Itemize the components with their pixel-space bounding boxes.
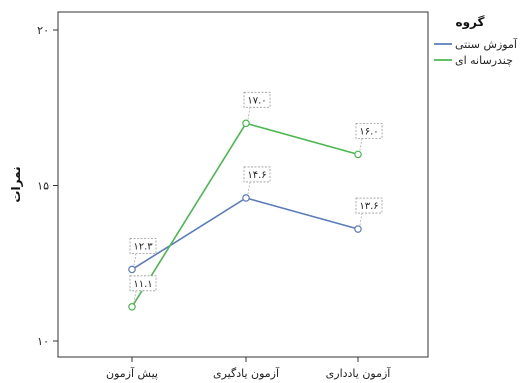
chart-series bbox=[128, 119, 362, 311]
x-tick-label: آزمون یادداری bbox=[326, 366, 392, 380]
data-label-box bbox=[355, 123, 383, 139]
data-label: ۱۲.۳ bbox=[129, 238, 157, 266]
data-label-box bbox=[243, 166, 271, 183]
data-label: ۱۱.۱ bbox=[129, 275, 157, 303]
data-point bbox=[128, 265, 136, 274]
data-label-leader bbox=[133, 253, 137, 266]
legend-item: آموزش سنتی bbox=[434, 37, 518, 51]
data-point bbox=[242, 119, 250, 128]
y-axis-title: نمرات bbox=[9, 166, 23, 202]
chart-data-labels: ۱۲.۳ ۱۴.۶ ۱۳.۶ ۱۱.۱ ۱۷.۰ ۱۶.۰ bbox=[129, 91, 383, 303]
x-tick-label: آزمون یادگیری bbox=[213, 366, 280, 380]
data-point bbox=[354, 150, 362, 159]
data-label: ۱۶.۰ bbox=[355, 123, 383, 151]
series-line bbox=[131, 122, 359, 308]
data-label-box bbox=[355, 197, 383, 214]
data-point bbox=[354, 225, 362, 233]
chart-axes: ۱۰ ۱۵ ۲۰ پیش آزمون آزمون یادگیری آزمون یاددار… bbox=[9, 11, 429, 380]
legend-title: گروه bbox=[456, 15, 485, 30]
legend-label: آموزش سنتی bbox=[455, 37, 518, 51]
series-line bbox=[131, 197, 359, 271]
data-label-text: ۱۳.۶ bbox=[359, 201, 378, 212]
data-label-leader bbox=[247, 107, 251, 120]
data-label: ۱۷.۰ bbox=[243, 91, 271, 120]
plot-frame bbox=[57, 11, 429, 358]
data-label-leader bbox=[359, 212, 363, 226]
data-label-text: ۱۴.۶ bbox=[247, 170, 266, 181]
data-label-text: ۱۱.۱ bbox=[133, 279, 152, 290]
x-tick-label: پیش آزمون bbox=[106, 366, 158, 380]
data-label-box bbox=[243, 91, 271, 108]
data-label-text: ۱۲.۳ bbox=[133, 241, 153, 252]
data-label-text: ۱۶.۰ bbox=[359, 126, 378, 137]
legend-item: چندرسانه ای bbox=[434, 54, 513, 67]
data-label-leader bbox=[359, 138, 363, 151]
y-tick-label: ۲۰ bbox=[37, 24, 49, 37]
y-tick-label: ۱۵ bbox=[37, 180, 49, 193]
legend-label: چندرسانه ای bbox=[455, 54, 513, 67]
chart-legend: گروه آموزش سنتی چندرسانه ای bbox=[434, 15, 518, 67]
data-label-text: ۱۷.۰ bbox=[247, 95, 266, 106]
data-label: ۱۴.۶ bbox=[243, 166, 271, 195]
data-point bbox=[128, 302, 136, 311]
data-label: ۱۳.۶ bbox=[355, 197, 383, 226]
data-label-box bbox=[129, 275, 157, 292]
data-point bbox=[242, 194, 250, 202]
data-label-box bbox=[129, 238, 157, 254]
data-label-leader bbox=[247, 181, 251, 195]
y-tick-label: ۱۰ bbox=[37, 335, 49, 348]
